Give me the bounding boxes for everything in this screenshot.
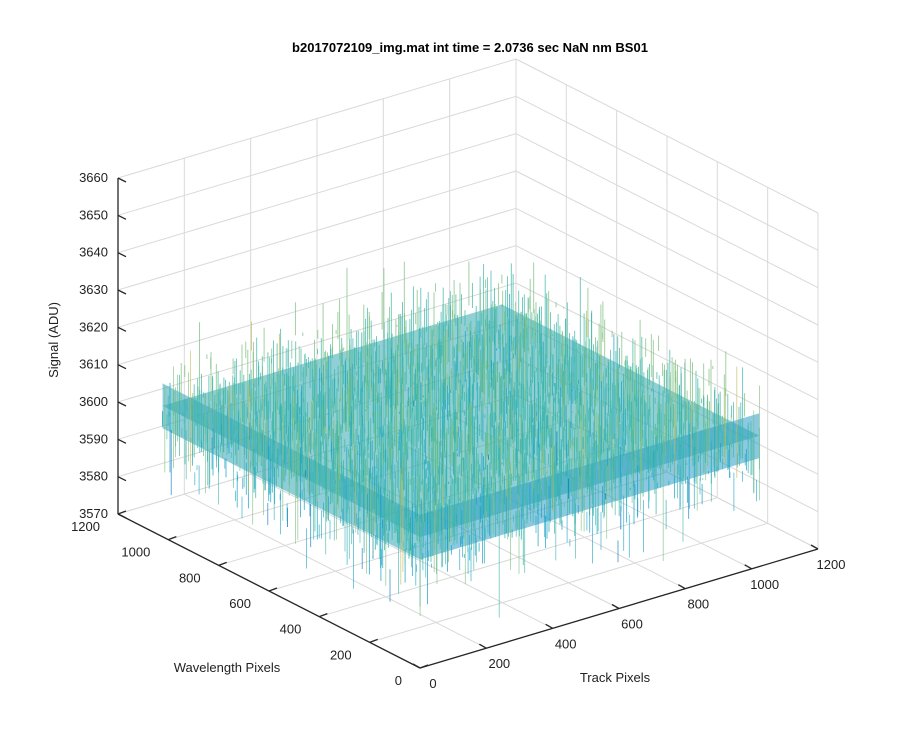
- z-tick-label: 3640: [79, 245, 108, 260]
- x-tick-mark: [479, 643, 487, 649]
- y-tick-mark: [218, 561, 227, 566]
- y-tick-label: 200: [330, 647, 352, 662]
- y-tick-label: 800: [179, 570, 201, 585]
- y-tick-label: 400: [280, 622, 302, 637]
- x-tick-mark: [412, 663, 421, 669]
- x-tick-label: 0: [429, 676, 436, 691]
- z-tick-label: 3650: [79, 207, 108, 222]
- axes: [117, 177, 819, 669]
- x-tick-label: 1200: [817, 557, 846, 572]
- z-tick-label: 3610: [79, 357, 108, 372]
- y-tick-mark: [168, 536, 177, 541]
- surface: [162, 261, 760, 618]
- z-tick-label: 3660: [79, 170, 108, 185]
- z-tick-label: 3570: [79, 506, 108, 521]
- z-tick-label: 3620: [79, 319, 108, 334]
- y-tick-mark: [268, 587, 278, 592]
- y-tick-label: 600: [229, 596, 251, 611]
- z-tick-mark: [117, 438, 127, 444]
- z-tick-mark: [117, 252, 127, 258]
- x-axis-label: Track Pixels: [580, 670, 651, 685]
- y-tick-mark: [369, 638, 378, 643]
- z-tick-mark: [117, 289, 127, 295]
- z-tick-mark: [117, 401, 127, 407]
- x-tick-mark: [611, 603, 620, 610]
- z-tick-label: 3590: [79, 431, 108, 446]
- z-tick-label: 3580: [79, 469, 108, 484]
- z-tick-mark: [117, 476, 127, 482]
- z-tick-mark: [117, 214, 127, 220]
- y-tick-label: 0: [395, 673, 402, 688]
- x-tick-label: 600: [621, 617, 643, 632]
- chart-title: b2017072109_img.mat int time = 2.0736 se…: [292, 40, 648, 55]
- y-tick-mark: [117, 510, 127, 515]
- z-tick-mark: [117, 364, 127, 370]
- y-tick-mark: [319, 613, 328, 618]
- z-tick-label: 3630: [79, 282, 108, 297]
- x-tick-label: 1000: [750, 577, 779, 592]
- x-tick-mark: [545, 623, 553, 629]
- x-tick-mark: [810, 544, 819, 550]
- z-tick-mark: [117, 326, 127, 332]
- z-axis-label: Signal (ADU): [46, 302, 61, 378]
- x-tick-mark: [744, 564, 752, 570]
- x-tick-label: 800: [687, 597, 709, 612]
- x-tick-label: 400: [555, 636, 577, 651]
- y-axis-label: Wavelength Pixels: [174, 660, 281, 675]
- x-tick-label: 200: [488, 656, 510, 671]
- z-tick-mark: [117, 177, 127, 183]
- y-tick-label: 1000: [121, 545, 150, 560]
- z-tick-mark: [117, 513, 127, 519]
- z-tick-label: 3600: [79, 394, 108, 409]
- y-tick-mark: [419, 664, 429, 669]
- tick-labels: 0 200 400 600 800 1000 1200 0 200 400 600 800 1000 12…: [71, 170, 845, 691]
- x-tick-mark: [678, 584, 686, 590]
- y-tick-label: 1200: [71, 519, 100, 534]
